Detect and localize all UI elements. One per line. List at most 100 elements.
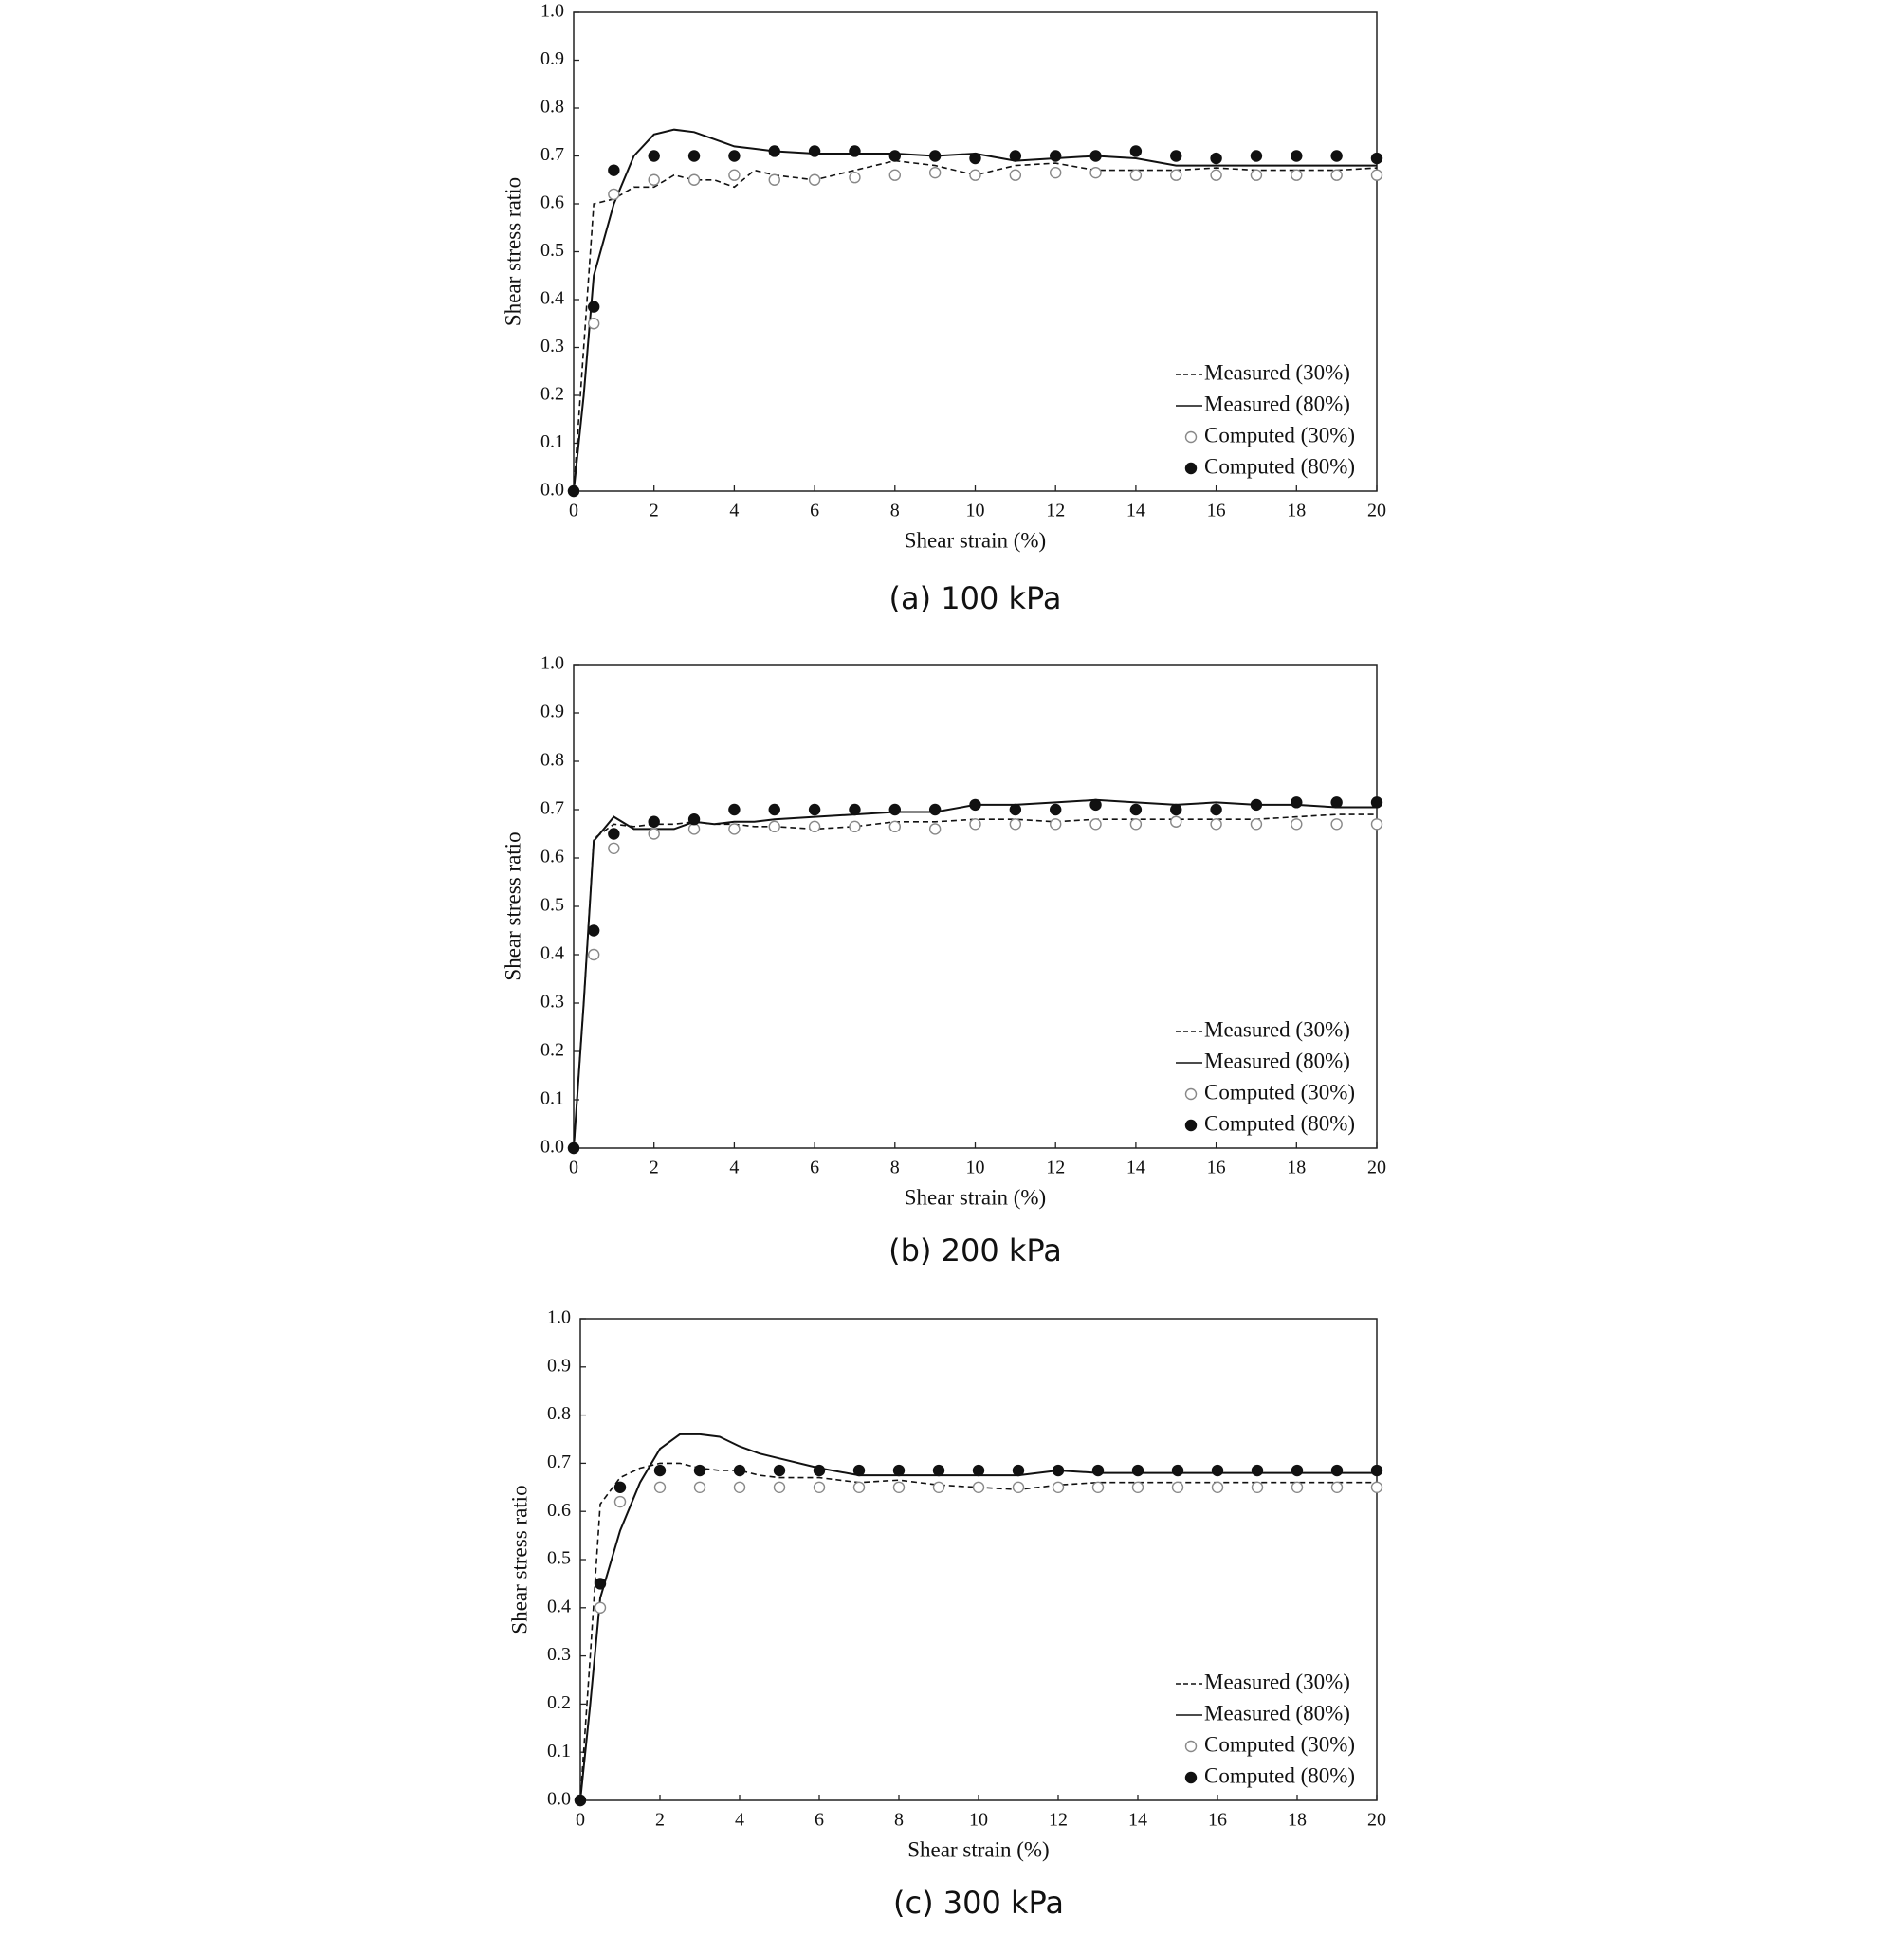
data-point (808, 820, 821, 833)
x-tick-label: 20 (1367, 1158, 1386, 1178)
y-tick-label: 1.0 (547, 1307, 571, 1328)
data-point (808, 173, 821, 186)
data-point (768, 145, 780, 157)
data-point (768, 820, 780, 833)
data-point (574, 1794, 587, 1807)
plot-frame (573, 664, 1378, 1149)
data-point (1170, 803, 1182, 816)
x-tick-label: 0 (569, 501, 578, 521)
data-point (1012, 1464, 1025, 1477)
data-point (1129, 145, 1143, 157)
y-tick-label: 0.6 (540, 847, 564, 867)
y-tick-label: 0.1 (540, 431, 564, 452)
x-tick-label: 4 (735, 1810, 744, 1831)
legend-swatch (1184, 1740, 1198, 1753)
caption: (c) 300 kPa (893, 1885, 1064, 1921)
data-point (648, 828, 660, 840)
data-point (892, 1481, 906, 1494)
data-point (928, 166, 942, 179)
data-point (972, 1464, 985, 1477)
legend-swatch (1184, 1771, 1198, 1784)
legend-swatch (1184, 430, 1198, 444)
x-tick-label: 0 (576, 1810, 585, 1831)
data-point (1210, 803, 1222, 816)
x-tick-label: 2 (655, 1810, 665, 1831)
data-point (587, 301, 600, 313)
x-tick-label: 8 (890, 1158, 900, 1178)
chart-panel: 0.0 0.1 0.2 0.3 0.4 0.5 0.6 0.7 0.8 0.9 1.0 0 2 4 6 8 10… (501, 1, 1386, 616)
x-tick-label: 18 (1287, 501, 1306, 521)
data-point (608, 828, 620, 840)
data-point (733, 1464, 746, 1477)
data-point (1330, 818, 1343, 831)
y-tick-label: 1.0 (540, 1, 564, 22)
data-point (813, 1481, 826, 1494)
y-tick-label: 0.7 (540, 798, 564, 819)
data-point (1049, 166, 1062, 179)
x-tick-label: 2 (650, 1158, 659, 1178)
data-point (1330, 796, 1343, 809)
data-point (1129, 803, 1143, 816)
x-tick-label: 0 (569, 1158, 578, 1178)
y-tick-label: 0.9 (540, 702, 564, 722)
legend-label: Computed (30%) (1204, 1080, 1355, 1104)
data-line (573, 813, 1377, 1149)
chart-panel: 0.0 0.1 0.2 0.3 0.4 0.5 0.6 0.7 0.8 0.9 1.0 0 2 4 6 8 10… (507, 1307, 1386, 1921)
data-point (1129, 169, 1143, 181)
data-point (888, 803, 901, 816)
data-point (932, 1464, 945, 1477)
data-point (813, 1464, 826, 1477)
data-point (1330, 1464, 1344, 1477)
data-point (1131, 1464, 1144, 1477)
data-point (1250, 818, 1263, 831)
chart-panel: 0.0 0.1 0.2 0.3 0.4 0.5 0.6 0.7 0.8 0.9 1.0 0 2 4 6 8 10… (501, 653, 1386, 1269)
x-tick-label: 20 (1367, 1810, 1386, 1831)
plot-frame (573, 11, 1378, 492)
y-tick-label: 0.2 (547, 1692, 571, 1713)
y-axis-label: Shear stress ratio (501, 177, 524, 326)
y-tick-label: 0.9 (540, 48, 564, 69)
data-point (1370, 169, 1383, 181)
data-point (1370, 818, 1383, 831)
data-point (1009, 818, 1022, 831)
data-point (768, 803, 780, 816)
x-tick-label: 14 (1126, 501, 1145, 521)
data-point (687, 813, 701, 826)
data-point (888, 169, 901, 181)
y-tick-label: 0.8 (540, 750, 564, 771)
data-point (1009, 803, 1022, 816)
data-point (808, 145, 821, 157)
y-tick-label: 0.8 (547, 1403, 571, 1424)
y-tick-label: 0.3 (540, 992, 564, 1013)
x-tick-label: 16 (1207, 501, 1226, 521)
y-tick-label: 0.7 (547, 1451, 571, 1472)
data-point (1129, 818, 1143, 831)
data-point (1250, 169, 1263, 181)
data-point (594, 1601, 607, 1615)
data-point (849, 145, 861, 157)
y-tick-label: 0.0 (540, 1137, 564, 1158)
x-tick-label: 10 (969, 1810, 988, 1831)
data-point (608, 188, 620, 201)
x-tick-label: 12 (1046, 1158, 1065, 1178)
data-point (567, 1141, 580, 1155)
data-point (693, 1464, 706, 1477)
data-point (1291, 796, 1303, 809)
data-point (1131, 1481, 1144, 1494)
data-point (928, 803, 942, 816)
data-point (849, 803, 861, 816)
data-point (1330, 1481, 1344, 1494)
data-point (1370, 152, 1383, 165)
data-point (648, 173, 660, 186)
data-point (1251, 1481, 1264, 1494)
plot-frame (579, 1318, 1378, 1801)
x-tick-label: 14 (1128, 1810, 1147, 1831)
data-point (1012, 1481, 1025, 1494)
y-axis-label: Shear stress ratio (501, 831, 524, 980)
data-point (1049, 818, 1062, 831)
data-point (1009, 150, 1022, 162)
x-axis-label: Shear strain (%) (907, 1837, 1049, 1861)
data-point (1251, 1464, 1264, 1477)
legend-label: Measured (80%) (1204, 1701, 1350, 1725)
